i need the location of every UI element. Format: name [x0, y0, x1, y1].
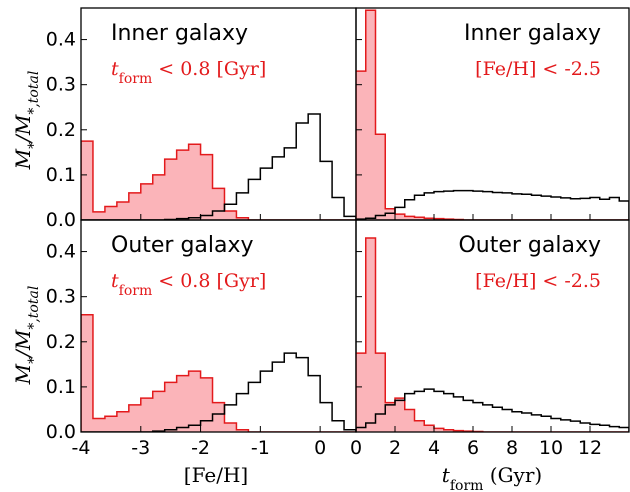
x-tick-label: 12 — [578, 437, 602, 459]
plot-area: 0.0 0.1 0.2 0.3 0.4 Inner galaxy tform < 0.8 [… — [46, 7, 630, 459]
x-tick-label: 0 — [314, 437, 326, 459]
x-tick-label: 0 — [350, 437, 362, 459]
x-tick-label: -4 — [72, 437, 91, 459]
histogram-series-black — [81, 113, 356, 220]
x-tick-label: 8 — [506, 437, 518, 459]
histogram-series-red — [81, 140, 356, 220]
x-tick-label: 6 — [467, 437, 479, 459]
annotation-region: Outer galaxy — [458, 233, 601, 258]
histogram-series-red — [356, 237, 629, 432]
histogram-series-black — [356, 189, 629, 220]
y-tick-label: 0.1 — [46, 376, 76, 398]
panel-top-left: 0.0 0.1 0.2 0.3 0.4 Inner galaxy tform < 0.8 [… — [46, 7, 357, 231]
annotation-condition: tform < 0.8 [Gyr] — [111, 270, 266, 299]
y-tick-label: 0.4 — [46, 241, 76, 263]
histogram-series-black — [81, 352, 356, 432]
x-tick-label: 2 — [389, 437, 401, 459]
y-tick-label: 0.3 — [46, 74, 76, 96]
histogram-series-red — [81, 313, 356, 432]
y-tick-label: 0.2 — [46, 331, 76, 353]
x-tick-label: 10 — [539, 437, 563, 459]
y-axis-label-bottom: M*/M*,total — [11, 286, 42, 386]
histogram-series-red — [356, 9, 629, 220]
panel-bottom-right: 0 2 4 6 8 10 12 Outer galaxy [Fe/H] < -2.5 — [350, 219, 630, 459]
x-axis-label-right: tform (Gyr) — [442, 463, 542, 492]
panel-bottom-left: 0.0 0.1 0.2 0.3 0.4 -4 -3 -2 -1 0 Outer galaxy tfor… — [46, 219, 357, 459]
annotation-region: Outer galaxy — [111, 233, 254, 258]
histogram-series-black — [356, 388, 629, 432]
y-tick-label: 0.2 — [46, 119, 76, 141]
annotation-condition: [Fe/H] < -2.5 — [475, 270, 601, 292]
axes-frame — [355, 219, 630, 433]
x-tick-label: -3 — [131, 437, 150, 459]
annotation-region: Inner galaxy — [111, 21, 248, 46]
annotation-condition: tform < 0.8 [Gyr] — [111, 58, 266, 87]
y-tick-label: 0.0 — [46, 209, 76, 231]
x-axis-label-left: [Fe/H] — [184, 463, 248, 487]
panel-top-right: Inner galaxy [Fe/H] < -2.5 — [355, 7, 630, 221]
x-tick-label: 4 — [428, 437, 440, 459]
annotation-condition: [Fe/H] < -2.5 — [475, 58, 601, 80]
x-tick-label: -1 — [251, 437, 270, 459]
y-axis-label-top: M*/M*,total — [11, 71, 42, 171]
y-tick-label: 0.1 — [46, 164, 76, 186]
annotation-region: Inner galaxy — [464, 21, 601, 46]
y-tick-label: 0.0 — [46, 421, 76, 443]
y-tick-label: 0.3 — [46, 286, 76, 308]
y-tick-label: 0.4 — [46, 29, 76, 51]
x-tick-label: -2 — [191, 437, 210, 459]
